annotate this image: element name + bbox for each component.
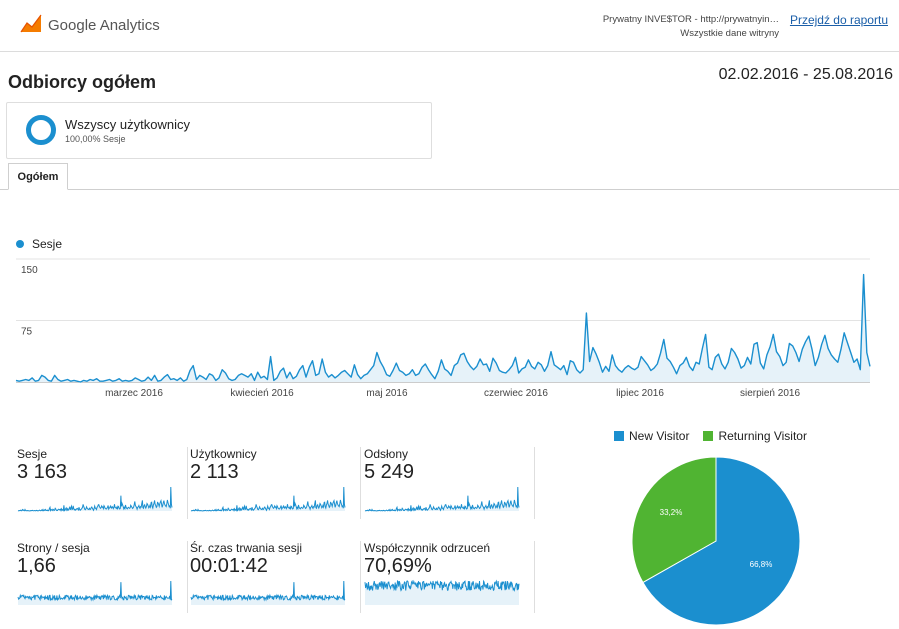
x-tick-label: kwiecień 2016	[230, 388, 294, 399]
pie-legend-label-returning: Returning Visitor	[718, 429, 807, 443]
metric-value: 00:01:42	[190, 555, 268, 577]
metric-divider	[534, 447, 535, 519]
metric-card[interactable]: Śr. czas trwania sesji 00:01:42	[190, 541, 361, 613]
metric-label: Śr. czas trwania sesji	[190, 541, 303, 555]
metric-value: 2 113	[190, 461, 239, 483]
metric-divider	[187, 447, 188, 519]
y-tick-label: 75	[21, 327, 33, 338]
metric-label: Strony / sesja	[17, 541, 90, 555]
pie-slice-label: 33,2%	[660, 508, 683, 517]
logo-text: Google Analytics	[48, 17, 160, 34]
sessions-area	[16, 274, 870, 382]
metric-sparkline	[364, 486, 520, 513]
sessions-line	[15, 273, 871, 383]
pie-slice-label: 66,8%	[750, 560, 773, 569]
top-bar: Google Analytics Prywatny INVE$TOR - htt…	[0, 0, 899, 52]
sparkline-line	[17, 580, 173, 602]
property-selector[interactable]: Prywatny INVE$TOR - http://prywatnyin… W…	[603, 13, 779, 41]
metric-value: 70,69%	[364, 555, 432, 577]
metric-label: Sesje	[17, 447, 48, 461]
sparkline-line	[364, 579, 520, 592]
visitor-type-pie-chart[interactable]: 66,8% 33,2%	[630, 455, 802, 627]
x-tick-label: marzec 2016	[105, 388, 163, 399]
site-view: Wszystkie dane witryny	[680, 28, 779, 39]
pie-legend: New Visitor Returning Visitor	[614, 429, 821, 443]
tab-divider	[0, 189, 899, 190]
metric-label: Użytkownicy	[190, 447, 257, 461]
sessions-line-chart[interactable]: 150 75 marzec 2016 kwiecień 2016 maj 2016 cze…	[0, 255, 899, 405]
site-name: Prywatny INVE$TOR - http://prywatnyin…	[602, 14, 779, 25]
segment-ring-icon	[26, 115, 56, 145]
pie-legend-item-returning[interactable]: Returning Visitor	[703, 429, 807, 443]
x-tick-label: czerwiec 2016	[484, 388, 548, 399]
pie-slice[interactable]	[642, 456, 801, 626]
series-dot-icon	[16, 240, 24, 248]
sparkline-area	[18, 581, 172, 605]
metric-divider	[360, 447, 361, 519]
metric-sparkline	[364, 579, 520, 605]
segment-share: 100,00% Sesje	[65, 134, 126, 144]
metric-card[interactable]: Odsłony 5 249	[364, 447, 535, 519]
google-analytics-logo[interactable]: Google Analytics	[20, 12, 160, 39]
sparkline-line	[364, 486, 520, 513]
metric-divider	[534, 541, 535, 613]
metric-card[interactable]: Sesje 3 163	[17, 447, 188, 519]
pie-slice[interactable]	[631, 456, 717, 584]
metric-sparkline	[17, 580, 173, 605]
metric-label: Współczynnik odrzuceń	[364, 541, 491, 555]
sparkline-line	[190, 486, 346, 513]
metric-value: 3 163	[17, 461, 68, 483]
legend-swatch-returning	[703, 431, 714, 441]
metric-card[interactable]: Strony / sesja 1,66	[17, 541, 188, 613]
sparkline-area	[365, 487, 519, 511]
metric-label: Odsłony	[364, 447, 409, 461]
sparkline-line	[17, 486, 173, 513]
sparkline-area	[191, 581, 345, 605]
segment-name: Wszyscy użytkownicy	[65, 117, 190, 132]
metric-divider	[187, 541, 188, 613]
go-to-report-link[interactable]: Przejdź do raportu	[789, 13, 888, 27]
x-tick-label: maj 2016	[366, 388, 408, 399]
segment-card[interactable]: Wszyscy użytkownicy 100,00% Sesje	[6, 102, 432, 159]
chart-legend[interactable]: Sesje	[16, 237, 62, 251]
sparkline-area	[191, 487, 345, 511]
date-range-picker[interactable]: 02.02.2016 - 25.08.2016	[718, 66, 893, 83]
sparkline-line	[190, 580, 346, 602]
sparkline-area	[365, 581, 519, 605]
y-tick-label: 150	[21, 265, 38, 276]
pie-legend-label-new: New Visitor	[629, 429, 690, 443]
legend-swatch-new	[614, 431, 624, 441]
metric-sparkline	[190, 486, 346, 513]
metric-card[interactable]: Użytkownicy 2 113	[190, 447, 361, 519]
metric-value: 1,66	[17, 555, 56, 577]
legend-series-label: Sesje	[32, 237, 63, 251]
sparkline-area	[18, 487, 172, 511]
metric-sparkline	[190, 580, 346, 605]
page-title: Odbiorcy ogółem	[8, 72, 157, 92]
metric-sparkline	[17, 486, 173, 513]
metric-card[interactable]: Współczynnik odrzuceń 70,69%	[364, 541, 535, 613]
tab-overview[interactable]: Ogółem	[8, 163, 68, 190]
metric-value: 5 249	[364, 461, 415, 483]
metric-divider	[360, 541, 361, 613]
analytics-logo-icon	[20, 12, 42, 39]
x-tick-label: sierpień 2016	[740, 388, 800, 399]
x-tick-label: lipiec 2016	[616, 388, 664, 399]
pie-legend-item-new[interactable]: New Visitor	[614, 429, 689, 443]
